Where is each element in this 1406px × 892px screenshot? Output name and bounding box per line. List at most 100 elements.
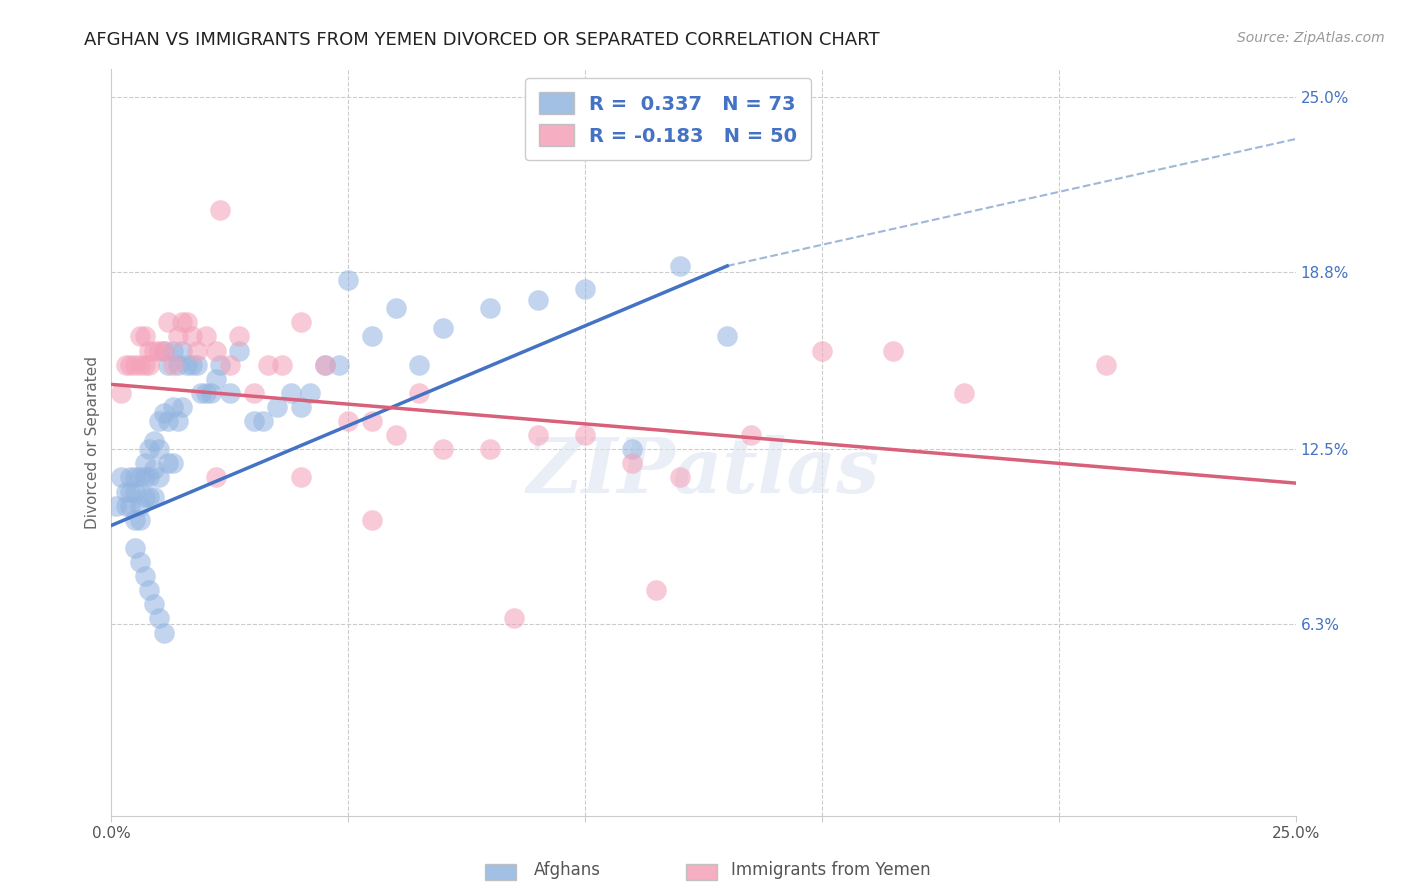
Point — [148, 414, 170, 428]
Point — [148, 470, 170, 484]
Point — [143, 434, 166, 448]
Point — [574, 428, 596, 442]
Point — [882, 343, 904, 358]
Point — [190, 385, 212, 400]
Point — [134, 470, 156, 484]
Point — [166, 329, 188, 343]
Point — [669, 470, 692, 484]
Point — [186, 343, 208, 358]
Point — [479, 301, 502, 316]
Point — [242, 385, 264, 400]
Point — [152, 343, 174, 358]
Point — [271, 358, 294, 372]
Point — [114, 358, 136, 372]
Point — [621, 456, 644, 470]
Point — [120, 499, 142, 513]
Point — [716, 329, 738, 343]
Point — [645, 583, 668, 598]
Point — [176, 358, 198, 372]
Point — [361, 329, 384, 343]
Point — [172, 315, 194, 329]
Point — [361, 513, 384, 527]
Point — [195, 329, 218, 343]
Point — [128, 470, 150, 484]
Point — [740, 428, 762, 442]
Point — [172, 343, 194, 358]
Text: Afghans: Afghans — [534, 861, 602, 879]
Point — [134, 490, 156, 504]
Point — [176, 315, 198, 329]
Point — [432, 442, 454, 457]
Point — [143, 462, 166, 476]
Point — [526, 293, 548, 307]
Point — [124, 470, 146, 484]
Point — [114, 499, 136, 513]
Point — [204, 470, 226, 484]
Point — [314, 358, 336, 372]
Point — [124, 541, 146, 555]
Point — [143, 598, 166, 612]
Point — [242, 414, 264, 428]
Point — [172, 400, 194, 414]
Point — [328, 358, 350, 372]
Point — [157, 358, 180, 372]
Point — [124, 358, 146, 372]
Point — [143, 343, 166, 358]
Point — [162, 456, 184, 470]
Point — [186, 358, 208, 372]
Point — [134, 456, 156, 470]
Y-axis label: Divorced or Separated: Divorced or Separated — [86, 356, 100, 529]
Point — [134, 358, 156, 372]
Point — [299, 385, 322, 400]
Point — [152, 406, 174, 420]
Point — [114, 484, 136, 499]
Point — [1095, 358, 1118, 372]
Point — [138, 358, 160, 372]
Point — [148, 442, 170, 457]
Point — [290, 315, 312, 329]
Point — [152, 625, 174, 640]
Point — [138, 442, 160, 457]
Point — [204, 372, 226, 386]
Point — [157, 456, 180, 470]
Point — [181, 329, 204, 343]
Point — [134, 329, 156, 343]
Point — [181, 358, 204, 372]
Point — [138, 583, 160, 598]
Point — [134, 569, 156, 583]
Text: AFGHAN VS IMMIGRANTS FROM YEMEN DIVORCED OR SEPARATED CORRELATION CHART: AFGHAN VS IMMIGRANTS FROM YEMEN DIVORCED… — [84, 31, 880, 49]
Point — [526, 428, 548, 442]
Point — [124, 484, 146, 499]
Point — [228, 343, 250, 358]
Point — [120, 358, 142, 372]
Point — [148, 611, 170, 625]
Point — [290, 400, 312, 414]
Point — [256, 358, 278, 372]
Point — [432, 321, 454, 335]
Point — [128, 499, 150, 513]
Point — [384, 301, 406, 316]
Point — [128, 513, 150, 527]
Point — [110, 470, 132, 484]
Point — [314, 358, 336, 372]
Text: Immigrants from Yemen: Immigrants from Yemen — [731, 861, 931, 879]
Point — [384, 428, 406, 442]
Point — [110, 385, 132, 400]
Point — [166, 414, 188, 428]
Point — [252, 414, 274, 428]
Point — [162, 400, 184, 414]
Point — [621, 442, 644, 457]
Point — [408, 385, 430, 400]
Point — [228, 329, 250, 343]
Point — [361, 414, 384, 428]
Point — [200, 385, 222, 400]
Point — [337, 414, 360, 428]
Point — [166, 358, 188, 372]
Point — [266, 400, 288, 414]
Point — [280, 385, 302, 400]
Point — [105, 499, 128, 513]
Point — [408, 358, 430, 372]
Point — [503, 611, 526, 625]
Point — [209, 202, 232, 217]
Point — [120, 470, 142, 484]
